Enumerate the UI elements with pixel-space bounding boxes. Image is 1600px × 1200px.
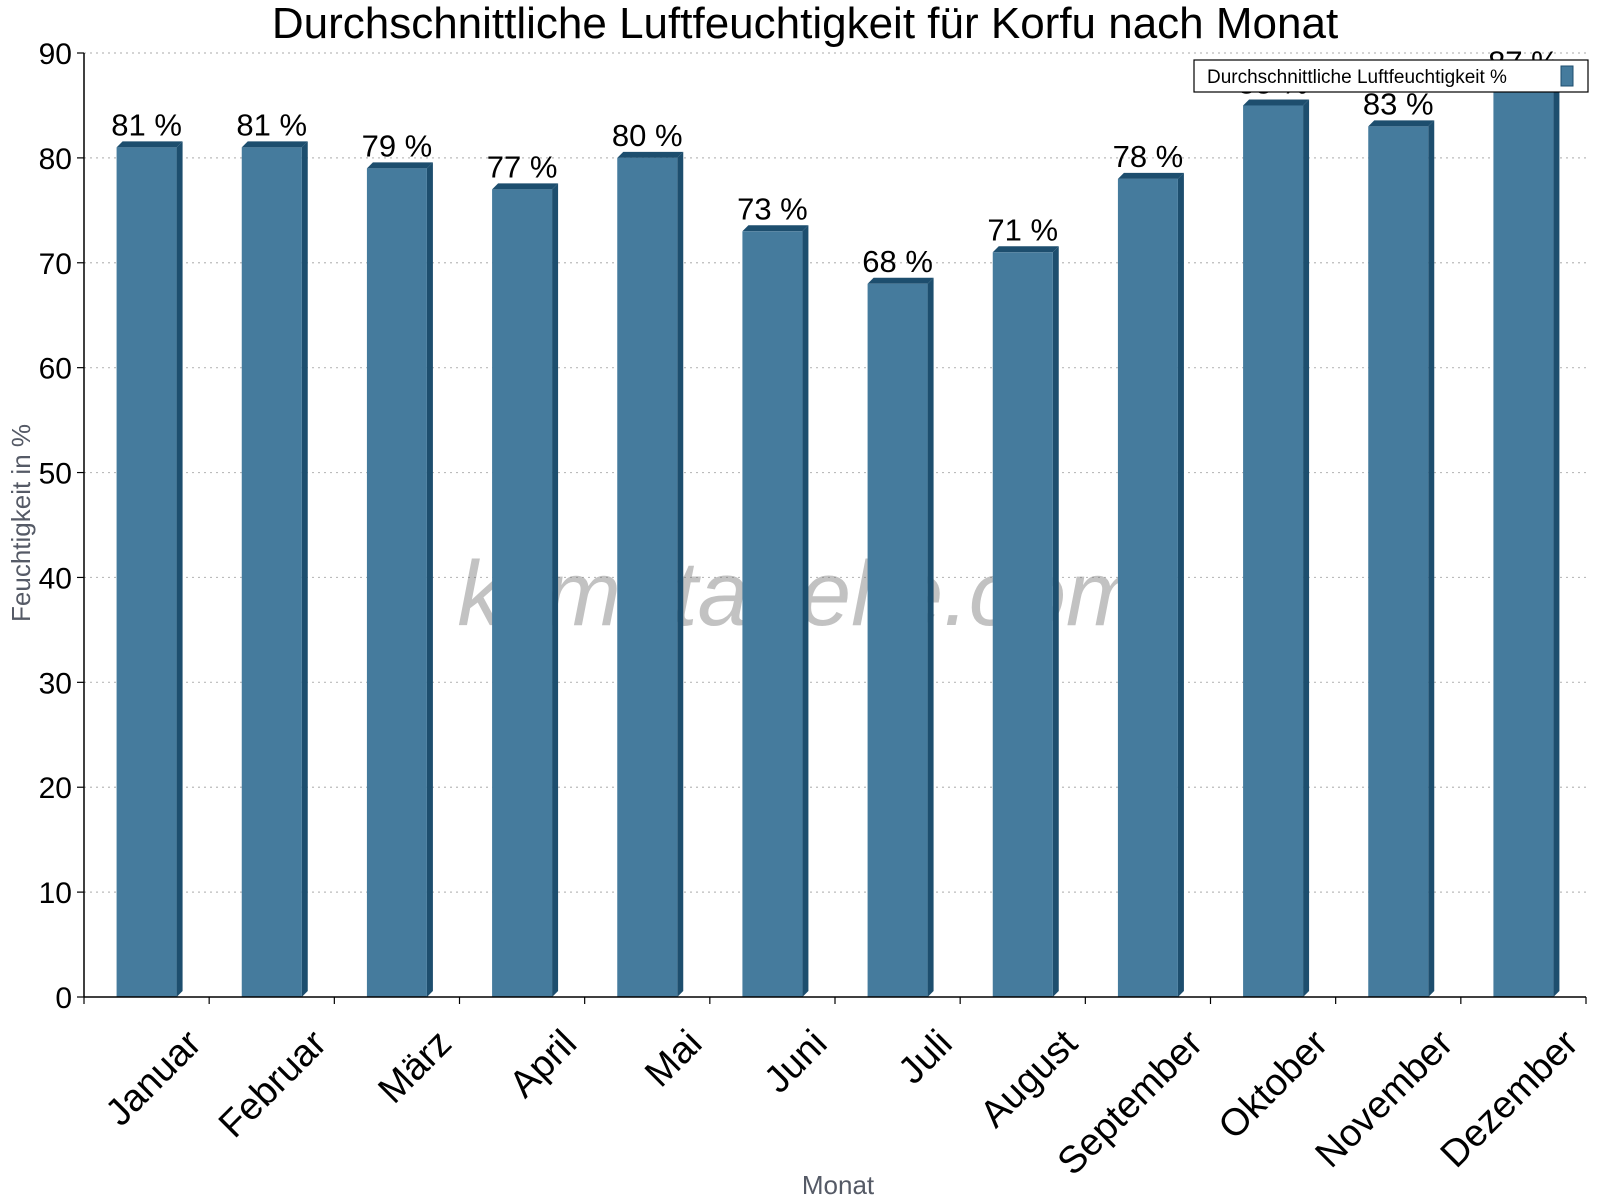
grid-lines <box>84 52 1586 893</box>
bar-top <box>1368 120 1435 127</box>
bar-top <box>742 225 809 232</box>
bars <box>116 78 1560 998</box>
chart-title: Durchschnittliche Luftfeuchtigkeit für K… <box>272 0 1338 48</box>
bar <box>492 183 559 997</box>
bar-top <box>366 162 433 169</box>
x-tick-label: Januar <box>98 1022 210 1134</box>
data-label: 79 % <box>362 128 433 163</box>
bar-top <box>241 141 308 148</box>
bar-side <box>927 277 934 997</box>
y-tick-label: 90 <box>39 38 72 71</box>
bar <box>1117 172 1184 997</box>
bar-top <box>867 277 934 284</box>
x-axis-label: Monat <box>802 1170 875 1200</box>
bar-top <box>116 141 183 148</box>
bar-front <box>1368 126 1429 997</box>
bar-side <box>1553 78 1560 997</box>
x-tick-label: Juli <box>891 1022 961 1092</box>
bar <box>617 151 684 997</box>
bar-side <box>1428 120 1435 997</box>
bar-top <box>617 151 684 158</box>
data-label: 80 % <box>612 118 683 153</box>
x-tick-label: Februar <box>211 1022 335 1146</box>
y-tick-label: 80 <box>39 143 72 176</box>
bar <box>742 225 809 998</box>
bar-front <box>366 168 427 997</box>
y-tick-labels: 0 10 20 30 40 50 60 70 80 90 <box>39 38 72 1015</box>
legend-label: Durchschnittliche Luftfeuchtigkeit % <box>1207 67 1507 88</box>
bar-top <box>1117 172 1184 179</box>
y-tick-label: 0 <box>55 982 72 1015</box>
bar-side <box>426 162 433 997</box>
legend-box <box>1193 59 1589 93</box>
bar-top <box>492 183 559 190</box>
bar-side <box>1303 99 1310 997</box>
data-label: 68 % <box>862 244 933 279</box>
axes <box>77 52 1587 1004</box>
bar <box>1368 120 1435 997</box>
x-tick-label: Oktober <box>1211 1022 1337 1148</box>
bar-top <box>992 246 1059 253</box>
bar-top <box>1243 99 1310 106</box>
x-tick-labels: Januar Februar März April Mai Juni Juli AugustS… <box>98 1022 1587 1183</box>
bar-side <box>176 141 183 997</box>
bar <box>992 246 1059 998</box>
y-tick-label: 70 <box>39 248 72 281</box>
y-tick-label: 40 <box>39 562 72 595</box>
data-label: 78 % <box>1113 139 1184 174</box>
bar-side <box>1052 246 1059 998</box>
data-label: 81 % <box>236 107 307 142</box>
x-tick-label: Juni <box>756 1022 835 1101</box>
bar-front <box>992 252 1053 998</box>
bar-side <box>677 151 684 997</box>
bar-front <box>1117 178 1178 997</box>
legend: Durchschnittliche Luftfeuchtigkeit % <box>1193 59 1589 93</box>
bar <box>867 277 934 997</box>
bar <box>1493 78 1560 997</box>
y-tick-label: 20 <box>39 772 72 805</box>
bar-front <box>492 189 553 997</box>
data-label: 73 % <box>737 191 808 226</box>
legend-swatch <box>1560 65 1574 87</box>
x-tick-label: Dezember <box>1433 1022 1587 1176</box>
data-label: 81 % <box>111 107 182 142</box>
bar-side <box>552 183 559 997</box>
y-axis-label: Feuchtigkeit in % <box>6 424 36 622</box>
bar <box>366 162 433 997</box>
x-tick-label: Mai <box>637 1022 710 1095</box>
bar-front <box>742 231 803 998</box>
y-tick-label: 50 <box>39 458 72 491</box>
x-tick-label: April <box>502 1022 585 1105</box>
bar-front <box>1493 84 1554 997</box>
data-label: 77 % <box>487 149 558 184</box>
x-tick-label: März <box>371 1022 460 1111</box>
bar-front <box>867 283 928 997</box>
bar-front <box>1243 105 1304 997</box>
bar-front <box>116 147 177 997</box>
bar <box>1243 99 1310 997</box>
bar-side <box>1177 172 1184 997</box>
bar <box>241 141 308 997</box>
bar-front <box>617 157 678 997</box>
y-tick-label: 60 <box>39 353 72 386</box>
y-tick-label: 30 <box>39 667 72 700</box>
bar-side <box>301 141 308 997</box>
data-label: 71 % <box>987 212 1058 247</box>
y-tick-label: 10 <box>39 877 72 910</box>
x-tick-label: August <box>972 1022 1086 1136</box>
bar <box>116 141 183 997</box>
bar-side <box>802 225 809 998</box>
bar-front <box>241 147 302 997</box>
